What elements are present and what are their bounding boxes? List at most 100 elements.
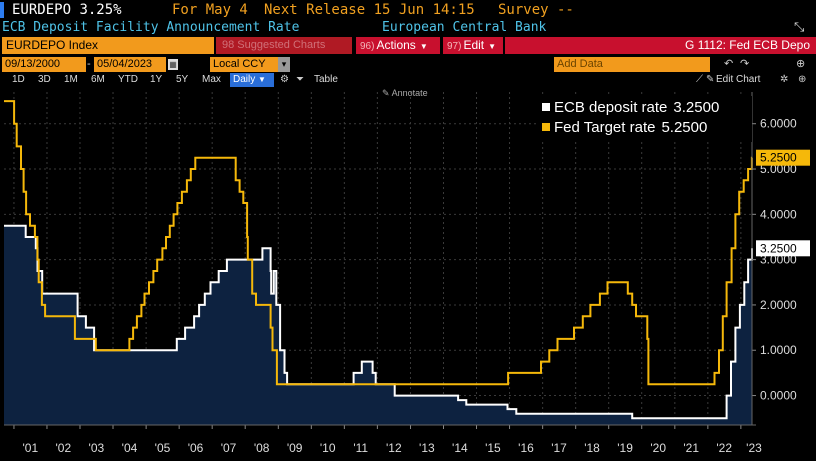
x-tick-label: '10 [320, 441, 336, 455]
calendar-icon[interactable]: ▦ [168, 59, 178, 70]
legend-value: 5.2500 [661, 119, 708, 136]
grid-lines [4, 92, 752, 425]
next-release-label: Next Release 15 Jun 14:15 [264, 2, 475, 18]
period-1m[interactable]: 1M [64, 74, 78, 85]
y-tick-label: 6.0000 [760, 117, 797, 131]
fed-last-label-box [756, 149, 810, 166]
rate-chart[interactable]: '01 '02 '03 '04 '05 '06 '07 '08 '09 '10 '11 '12 '13 '… [0, 87, 816, 461]
x-tick-label: '11 [353, 441, 368, 455]
ecb-last-label: 3.2500 [760, 241, 797, 255]
edit-number: 97) [447, 41, 462, 52]
date-separator: - [87, 58, 91, 70]
fed-rate-line [4, 100, 753, 386]
x-tick-label: '07 [221, 441, 237, 455]
line-chart-icon[interactable]: ⟋ [696, 74, 703, 85]
x-tick-label: '12 [386, 441, 402, 455]
actions-menu[interactable]: 96) Actions ▼ [356, 37, 440, 54]
legend-label: ECB deposit rate [554, 99, 668, 116]
start-date-input[interactable]: 09/13/2000 [2, 57, 86, 72]
x-tick-label: '15 [485, 441, 501, 455]
pin-icon[interactable]: ✎ [706, 74, 715, 85]
period-1y[interactable]: 1Y [150, 74, 163, 85]
undo-icon[interactable]: ↶ [724, 58, 734, 70]
settings-icon[interactable]: ⚙ [280, 74, 289, 85]
ecb-rate-line [4, 224, 753, 420]
period-3d[interactable]: 3D [38, 74, 51, 85]
frequency-select[interactable]: Daily ▼ [230, 73, 274, 87]
survey-label: Survey -- [498, 2, 574, 18]
x-tick-label: '20 [650, 441, 666, 455]
x-tick-label: '03 [89, 441, 105, 455]
chevron-down-icon[interactable]: ▾ [278, 57, 290, 72]
period-1d[interactable]: 1D [12, 74, 25, 85]
x-tick-label: '18 [584, 441, 600, 455]
legend-swatch [542, 123, 550, 131]
actions-number: 96) [360, 41, 375, 52]
edit-chart-button[interactable]: Edit Chart [716, 74, 761, 85]
pencil-icon: ✎ [382, 88, 390, 98]
x-tick-label: '13 [419, 441, 435, 455]
command-bar: EURDEPO Index 98 Suggested Charts 96) Act… [0, 37, 816, 54]
source-label: European Central Bank [382, 20, 547, 35]
expand-icon[interactable]: ⤡ [794, 20, 805, 35]
y-tick-label: 4.0000 [760, 207, 797, 221]
x-tick-label: '09 [287, 441, 303, 455]
x-axis: '01 '02 '03 '04 '05 '06 '07 '08 '09 '10 '11 '12 '13 '… [4, 424, 762, 455]
edit-menu[interactable]: 97) Edit ▼ [443, 37, 503, 54]
chevron-down-icon: ▼ [258, 75, 266, 84]
x-tick-label: '14 [452, 441, 468, 455]
fed-last-label: 5.2500 [760, 151, 797, 165]
add-data-input[interactable]: Add Data [554, 57, 710, 72]
ticker-label[interactable]: EURDEPO 3.25% [0, 2, 124, 18]
period-toolbar: 1D 3D 1M 6M YTD 1Y 5Y Max Daily ▼ ⚙ ⏷ Ta… [0, 72, 816, 87]
table-button[interactable]: Table [314, 74, 338, 85]
suggested-charts-button[interactable]: 98 Suggested Charts [216, 37, 352, 54]
zoom-icon[interactable]: ⊕ [796, 58, 806, 70]
x-tick-label: '19 [617, 441, 633, 455]
x-tick-label: '23 [746, 441, 762, 455]
last-value-labels: 5.2500 3.2500 [756, 149, 810, 257]
for-date-label: For May 4 [172, 2, 248, 18]
x-tick-label: '16 [518, 441, 534, 455]
ticker-bar: EURDEPO 3.25% For May 4 Next Release 15 … [0, 0, 816, 20]
end-date-input[interactable]: 05/04/2023 [94, 57, 166, 72]
x-tick-label: '22 [716, 441, 732, 455]
date-range-bar: 09/13/2000 - 05/04/2023 ▦ Local CCY ▾ Ad… [0, 57, 816, 72]
legend-label: Fed Target rate [554, 119, 656, 136]
chart-legend: ECB deposit rate 3.2500 Fed Target rate 5.… [536, 96, 752, 142]
ecb-area-fill [4, 225, 752, 425]
chart-name: G 1112: Fed ECB Depo [505, 37, 816, 54]
frequency-label: Daily [233, 74, 256, 85]
title-bar: ECB Deposit Facility Announcement Rate E… [0, 19, 816, 37]
legend-swatch [542, 103, 550, 111]
y-tick-label: 0.0000 [760, 389, 797, 403]
legend-value: 3.2500 [673, 99, 720, 116]
y-tick-label: 2.0000 [760, 298, 797, 312]
x-tick-label: '06 [188, 441, 204, 455]
period-ytd[interactable]: YTD [118, 74, 138, 85]
chart-type-icon[interactable]: ⏷ [296, 74, 304, 85]
x-tick-label: '01 [23, 441, 39, 455]
period-6m[interactable]: 6M [91, 74, 105, 85]
x-tick-label: '08 [254, 441, 270, 455]
annotate-label: Annotate [391, 88, 428, 98]
ticker-symbol: EURDEPO [12, 2, 72, 18]
annotate-button[interactable]: ✎ Annotate [382, 88, 428, 99]
period-max[interactable]: Max [202, 74, 221, 85]
ecb-last-label-box [756, 240, 810, 257]
actions-label: Actions [376, 38, 416, 52]
ecb-area [4, 225, 752, 425]
y-tick-label: 1.0000 [760, 343, 797, 357]
currency-select[interactable]: Local CCY [210, 57, 290, 72]
x-tick-label: '04 [122, 441, 138, 455]
chevron-down-icon: ▼ [419, 42, 428, 51]
legend-item-fed: Fed Target rate 5.2500 [542, 118, 752, 138]
redo-icon[interactable]: ↷ [740, 58, 750, 70]
period-5y[interactable]: 5Y [176, 74, 189, 85]
zoom-icon[interactable]: ⊕ [798, 74, 807, 85]
x-tick-label: '02 [56, 441, 72, 455]
chevron-down-icon: ▼ [488, 42, 497, 51]
settings-icon[interactable]: ✲ [780, 74, 789, 85]
x-tick-label: '17 [551, 441, 567, 455]
security-field[interactable]: EURDEPO Index [2, 37, 214, 54]
